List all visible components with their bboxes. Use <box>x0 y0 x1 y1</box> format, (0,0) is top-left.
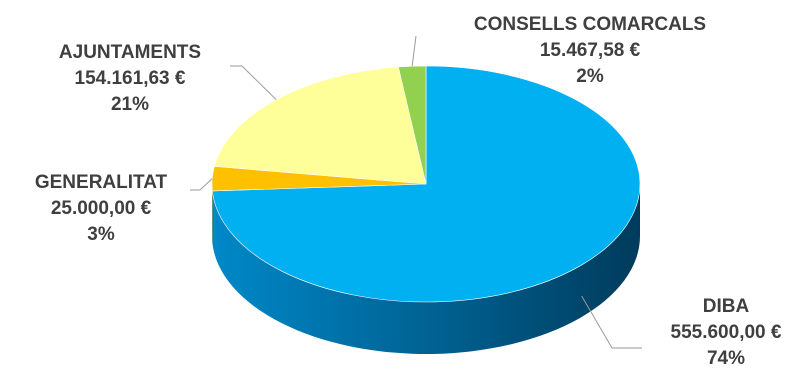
slice-name-diba: DIBA <box>702 296 750 317</box>
label-generalitat: GENERALITAT 25.000,00 € 3% <box>6 170 196 248</box>
leader-lines <box>190 35 642 349</box>
slice-amount-consells-comarcals: 15.467,58 € <box>539 40 641 61</box>
leader-line-consells-comarcals <box>411 35 417 67</box>
leader-line-ajuntaments <box>230 65 277 101</box>
label-ajuntaments: AJUNTAMENTS 154.161,63 € 21% <box>30 40 230 118</box>
slice-percent-consells-comarcals: 2% <box>576 66 604 87</box>
slice-amount-ajuntaments: 154.161,63 € <box>74 68 186 89</box>
slice-amount-generalitat: 25.000,00 € <box>50 198 152 219</box>
label-consells-comarcals: CONSELLS COMARCALS 15.467,58 € 2% <box>420 12 760 90</box>
label-diba: DIBA 555.600,00 € 74% <box>646 294 804 372</box>
leader-line-generalitat <box>190 178 213 191</box>
leader-line-diba <box>581 295 642 349</box>
slice-name-consells-comarcals: CONSELLS COMARCALS <box>473 14 707 35</box>
slice-percent-diba: 74% <box>706 348 746 369</box>
slice-amount-diba: 555.600,00 € <box>670 322 782 343</box>
pie-depth <box>212 184 640 354</box>
slice-name-generalitat: GENERALITAT <box>34 172 168 193</box>
pie-top <box>211 65 641 303</box>
slice-percent-ajuntaments: 21% <box>110 94 150 115</box>
slice-percent-generalitat: 3% <box>87 224 115 245</box>
slice-name-ajuntaments: AJUNTAMENTS <box>58 42 202 63</box>
slice-ajuntaments <box>214 66 427 185</box>
slice-side-diba <box>212 184 640 354</box>
